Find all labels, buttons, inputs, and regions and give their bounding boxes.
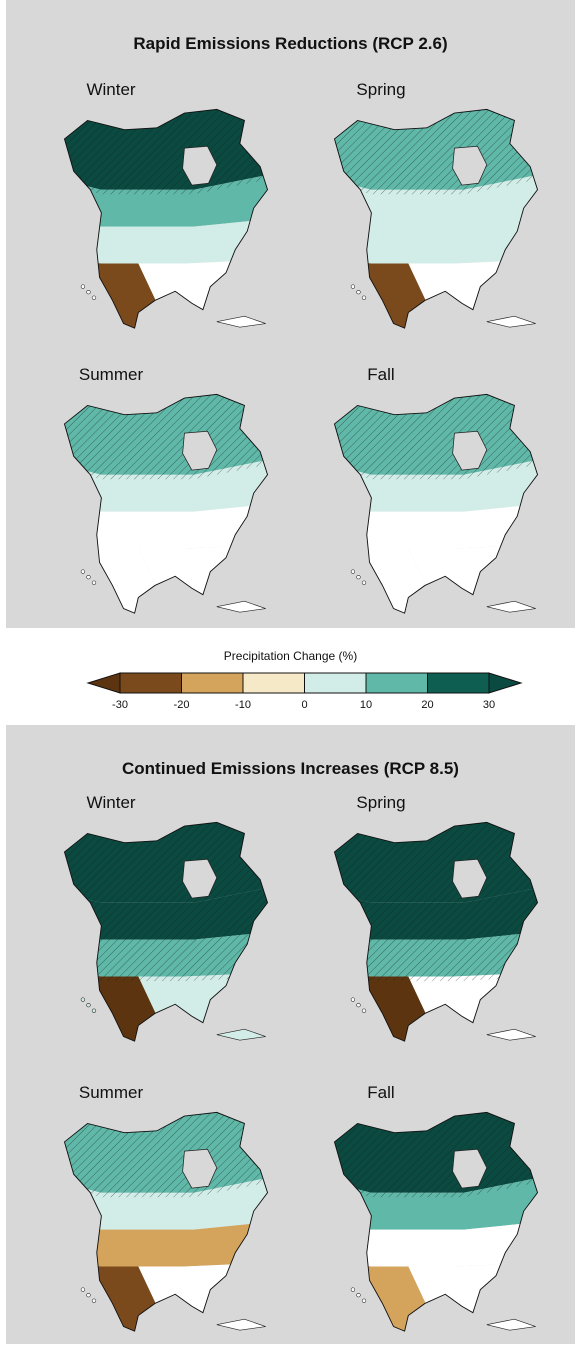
region-central — [64, 1220, 268, 1267]
continent-outline — [63, 393, 269, 614]
season-label: Fall — [367, 1083, 395, 1102]
precip-map — [333, 393, 539, 614]
precip-map — [333, 821, 539, 1042]
map-fall: Fall — [306, 365, 576, 614]
legend-swatch — [365, 672, 428, 694]
region-south — [408, 971, 538, 1042]
hudson-bay — [452, 430, 488, 471]
significance-hatching — [64, 822, 268, 982]
continent-outline — [63, 108, 269, 329]
region-south — [408, 543, 538, 614]
hudson-bay — [452, 858, 488, 899]
legend-swatch — [242, 672, 305, 694]
legend-tick-label: 30 — [483, 699, 495, 711]
legend-title: Precipitation Change (%) — [223, 649, 358, 663]
map-winter: Winter — [36, 793, 306, 1042]
panel-rcp26: Rapid Emissions Reductions (RCP 2.6) Win… — [6, 0, 575, 628]
season-label: Winter — [86, 793, 136, 812]
map-winter: Winter — [36, 80, 306, 329]
legend-colorbar: -30 -20 -10 0 10 20 30 — [86, 672, 523, 711]
region-south — [138, 543, 268, 614]
legend-tick-label: -10 — [235, 699, 251, 711]
hudson-bay — [452, 1148, 488, 1189]
legend-tick-label: 0 — [301, 699, 307, 711]
legend-tick-label: 10 — [360, 699, 372, 711]
continent-outline — [333, 108, 539, 329]
legend-under-arrow — [86, 672, 121, 694]
legend-swatch — [427, 672, 490, 694]
region-south — [408, 258, 538, 329]
map-spring: Spring — [306, 80, 576, 329]
precip-map — [63, 108, 269, 329]
precip-map — [63, 1111, 269, 1332]
legend-swatch — [181, 672, 244, 694]
precip-map — [63, 393, 269, 614]
season-label: Spring — [356, 793, 406, 812]
legend-tick-label: -30 — [112, 699, 128, 711]
hudson-bay — [182, 858, 218, 899]
legend-swatch — [304, 672, 367, 694]
map-spring: Spring — [306, 793, 576, 1042]
season-label: Summer — [78, 1083, 144, 1102]
legend-tick-label: -20 — [174, 699, 190, 711]
legend-tick-label: 20 — [421, 699, 433, 711]
season-label: Fall — [367, 365, 395, 384]
season-label: Summer — [78, 365, 144, 384]
season-label: Winter — [86, 80, 136, 99]
region-south — [138, 258, 268, 329]
hudson-bay — [182, 430, 218, 471]
region-central — [334, 1220, 538, 1267]
continent-outline — [63, 821, 269, 1042]
continent-outline — [333, 1111, 539, 1332]
map-fall: Fall — [306, 1083, 576, 1332]
precip-map — [333, 1111, 539, 1332]
precip-map — [333, 108, 539, 329]
panel-rcp85: Continued Emissions Increases (RCP 8.5) … — [6, 725, 575, 1344]
hudson-bay — [452, 145, 488, 186]
continent-outline — [333, 821, 539, 1042]
panel-title: Continued Emissions Increases (RCP 8.5) — [122, 759, 459, 778]
panel-title: Rapid Emissions Reductions (RCP 2.6) — [133, 34, 448, 53]
legend-swatch — [119, 672, 182, 694]
map-summer: Summer — [36, 1083, 306, 1332]
region-central — [64, 217, 268, 264]
region-south — [138, 971, 268, 1042]
season-label: Spring — [356, 80, 406, 99]
hudson-bay — [182, 145, 218, 186]
significance-hatching — [334, 822, 538, 982]
continent-outline — [63, 1111, 269, 1332]
region-central — [334, 502, 538, 549]
precip-map — [63, 821, 269, 1042]
continent-outline — [333, 393, 539, 614]
region-south — [138, 1261, 268, 1332]
region-south — [408, 1261, 538, 1332]
precipitation-legend: Precipitation Change (%) -30 -20 -10 0 10 20 3… — [0, 640, 581, 720]
region-central — [334, 217, 538, 264]
map-summer: Summer — [36, 365, 306, 614]
region-central — [64, 502, 268, 549]
hudson-bay — [182, 1148, 218, 1189]
legend-over-arrow — [488, 672, 523, 694]
